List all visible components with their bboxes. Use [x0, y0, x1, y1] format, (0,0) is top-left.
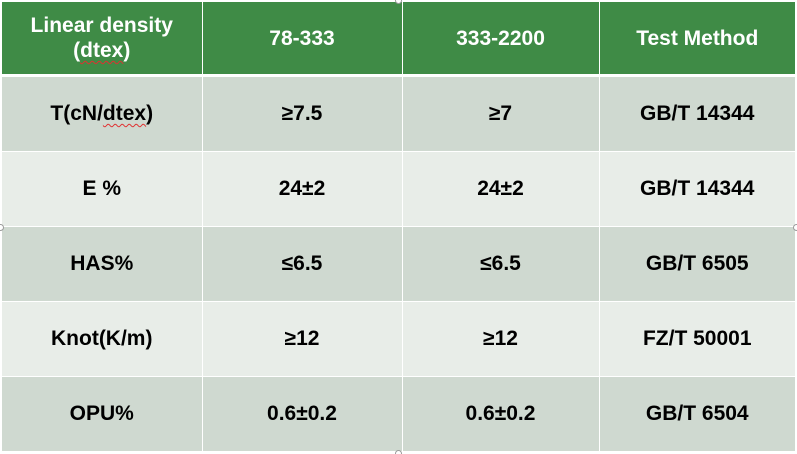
table-row: E % 24±2 24±2 GB/T 14344	[2, 151, 795, 227]
tenacity-label-suffix: )	[146, 102, 154, 125]
cell-value: 24±2	[202, 151, 403, 227]
cell-method: FZ/T 50001	[599, 301, 795, 377]
row-label-knot: Knot(K/m)	[2, 301, 203, 377]
resize-handle-bottom[interactable]	[395, 450, 402, 454]
table-row: OPU% 0.6±0.2 0.6±0.2 GB/T 6504	[2, 376, 795, 452]
cell-value: 0.6±0.2	[402, 376, 600, 452]
tenacity-label-prefix: T(cN/	[50, 102, 103, 125]
header-paren-open: (	[73, 39, 81, 62]
row-label-elongation: E %	[2, 151, 203, 227]
cell-method: GB/T 14344	[599, 75, 795, 152]
cell-value: 0.6±0.2	[202, 376, 403, 452]
cell-value: ≤6.5	[202, 226, 403, 302]
cell-value: ≥7.5	[202, 75, 403, 152]
header-test-method: Test Method	[599, 2, 795, 77]
header-paren-close: )	[123, 39, 131, 62]
row-label-tenacity: T(cN/dtex)	[2, 75, 203, 152]
cell-method: GB/T 6504	[599, 376, 795, 452]
cell-method: GB/T 6505	[599, 226, 795, 302]
cell-value: ≤6.5	[402, 226, 600, 302]
cell-value: ≥7	[402, 75, 600, 152]
row-label-opu: OPU%	[2, 376, 203, 452]
cell-value: ≥12	[402, 301, 600, 377]
table-row: Knot(K/m) ≥12 ≥12 FZ/T 50001	[2, 301, 795, 377]
header-range-333-2200: 333-2200	[402, 2, 600, 77]
tenacity-dtex-word: dtex	[102, 102, 147, 125]
resize-handle-right[interactable]	[793, 224, 797, 231]
cell-value: ≥12	[202, 301, 403, 377]
header-row: Linear density (dtex) 78-333 333-2200 Te…	[2, 2, 795, 77]
resize-handle-left[interactable]	[0, 224, 4, 231]
row-label-has: HAS%	[2, 226, 203, 302]
header-range-78-333: 78-333	[202, 2, 403, 77]
table-row: T(cN/dtex) ≥7.5 ≥7 GB/T 14344	[2, 75, 795, 152]
header-linear-density-line2: (dtex)	[73, 39, 130, 62]
table-row: HAS% ≤6.5 ≤6.5 GB/T 6505	[2, 226, 795, 302]
header-linear-density: Linear density (dtex)	[2, 2, 203, 77]
cell-value: 24±2	[402, 151, 600, 227]
header-linear-density-line1: Linear density	[30, 14, 173, 37]
header-dtex-word: dtex	[80, 39, 124, 62]
cell-method: GB/T 14344	[599, 151, 795, 227]
resize-handle-top[interactable]	[395, 0, 402, 4]
